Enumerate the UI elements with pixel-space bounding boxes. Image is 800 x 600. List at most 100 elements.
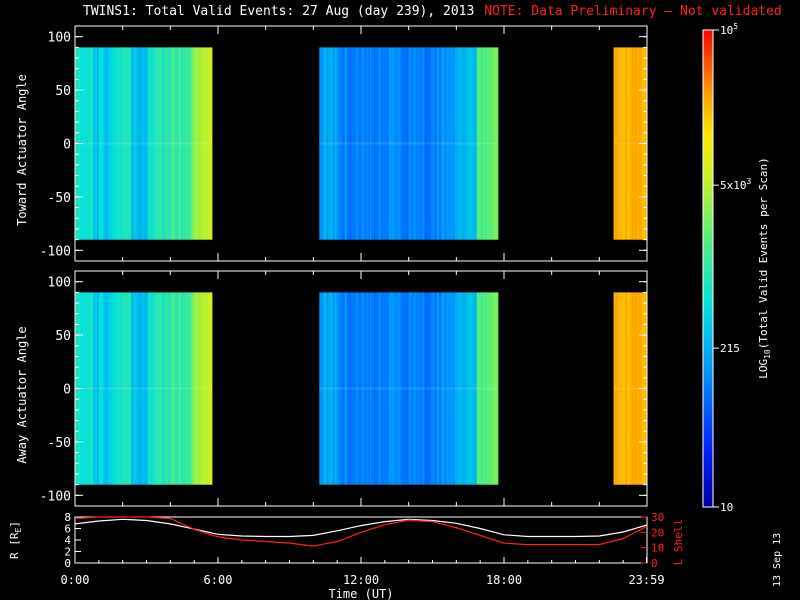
chart-title-note: NOTE: Data Preliminary — Not validated: [484, 4, 782, 19]
l-shell-tick-label: 10: [651, 542, 664, 555]
heatmap-stripe: [436, 292, 440, 485]
heatmap-stripe: [403, 292, 406, 485]
heatmap-stripe: [347, 292, 350, 485]
y-tick-label: -100: [40, 244, 71, 259]
colorbar-tick-exp: 5: [733, 22, 738, 31]
y-tick-label: 0: [63, 383, 71, 398]
heatmap-stripe: [374, 292, 376, 485]
heatmap-stripe: [110, 47, 113, 240]
heatmap-stripe: [118, 292, 122, 485]
heatmap-stripe: [435, 47, 437, 240]
heatmap-stripe: [344, 292, 348, 485]
zero-angle-band: [75, 387, 212, 390]
colorbar-label-sub: 10: [763, 349, 772, 359]
radius-label-main: R [R: [8, 532, 21, 559]
heatmap-stripe: [415, 47, 418, 240]
heatmap-stripe: [466, 47, 469, 240]
heatmap-stripe: [135, 292, 138, 485]
heatmap-block: [319, 292, 499, 485]
heatmap-stripe: [128, 47, 132, 240]
heatmap-stripe: [145, 292, 148, 485]
heatmap-stripe: [116, 292, 119, 485]
ephemeris-frame: [74, 516, 648, 564]
heatmap-stripe: [121, 292, 123, 485]
heatmap-stripe: [435, 292, 437, 485]
heatmap-stripe: [165, 292, 168, 485]
heatmap-stripe: [101, 47, 104, 240]
heatmap-stripe: [439, 292, 442, 485]
heatmap-stripe: [625, 47, 628, 240]
l-shell-label: L Shell: [672, 519, 685, 565]
radius-tick-label: 4: [64, 534, 71, 547]
l-shell-tick-label: 30: [651, 511, 664, 524]
heatmap-stripe: [150, 292, 153, 485]
heatmap-stripe: [328, 47, 331, 240]
heatmap-stripe: [403, 47, 406, 240]
heatmap-stripe: [619, 292, 622, 485]
heatmap-stripe: [401, 47, 404, 240]
heatmap-stripe: [619, 47, 622, 240]
heatmap-stripe: [338, 47, 340, 240]
heatmap-stripe: [326, 292, 329, 485]
heatmap-stripe: [198, 47, 201, 240]
colorbar-tick-exp: 3: [747, 177, 752, 186]
heatmap-stripe: [446, 292, 450, 485]
heatmap-stripe: [112, 292, 115, 485]
heatmap-stripe: [178, 47, 181, 240]
heatmap-stripe: [378, 292, 381, 485]
heatmap-stripe: [121, 47, 123, 240]
heatmap-stripe: [143, 292, 147, 485]
heatmap-stripe: [468, 47, 472, 240]
heatmap-stripe: [96, 292, 100, 485]
heatmap-stripe: [476, 292, 480, 485]
heatmap-stripe: [208, 47, 211, 240]
heatmap-stripe: [385, 47, 388, 240]
heatmap-stripe: [385, 292, 388, 485]
heatmap-stripe: [391, 47, 394, 240]
top-panel-ylabel: Toward Actuator Angle: [15, 74, 29, 226]
heatmap-stripe: [464, 292, 467, 485]
heatmap-stripe: [411, 292, 414, 485]
heatmap-stripe: [422, 292, 425, 485]
heatmap-stripe: [208, 292, 211, 485]
heatmap-stripe: [433, 47, 436, 240]
heatmap-stripe: [90, 47, 94, 240]
heatmap-stripe: [330, 47, 333, 240]
heatmap-stripe: [96, 47, 100, 240]
heatmap-stripe: [139, 47, 143, 240]
heatmap-stripe: [147, 292, 151, 485]
heatmap-stripe: [210, 292, 213, 485]
heatmap-stripe: [614, 292, 618, 485]
heatmap-stripe: [163, 47, 166, 240]
heatmap-stripe: [387, 47, 389, 240]
heatmap-stripe: [133, 47, 136, 240]
heatmap-stripe: [417, 292, 420, 485]
heatmap-stripe: [169, 47, 172, 240]
heatmap-stripe: [328, 292, 331, 485]
heatmap-stripe: [472, 292, 475, 485]
heatmap-stripe: [427, 47, 431, 240]
radius-tick-label: 2: [64, 546, 71, 559]
heatmap-stripe: [198, 292, 201, 485]
heatmap-stripe: [131, 47, 134, 240]
heatmap-stripe: [429, 292, 432, 485]
heatmap-stripe: [413, 47, 417, 240]
heatmap-stripe: [86, 292, 89, 485]
heatmap-stripe: [491, 292, 494, 485]
heatmap-stripe: [493, 47, 496, 240]
heatmap-stripe: [382, 292, 386, 485]
heatmap-stripe: [401, 292, 404, 485]
heatmap-stripe: [613, 47, 616, 240]
radius-line: [74, 518, 648, 538]
heatmap-stripe: [133, 292, 136, 485]
heatmap-stripe: [361, 292, 365, 485]
heatmap-stripe: [408, 292, 412, 485]
heatmap-stripe: [422, 47, 425, 240]
heatmap-stripe: [95, 47, 97, 240]
l-shell-tick-label: 20: [651, 526, 664, 539]
heatmap-stripe: [614, 47, 618, 240]
chart-title-main: TWINS1: Total Valid Events: 27 Aug (day …: [83, 4, 475, 19]
heatmap-stripe: [189, 292, 192, 485]
heatmap-stripe: [142, 47, 145, 240]
